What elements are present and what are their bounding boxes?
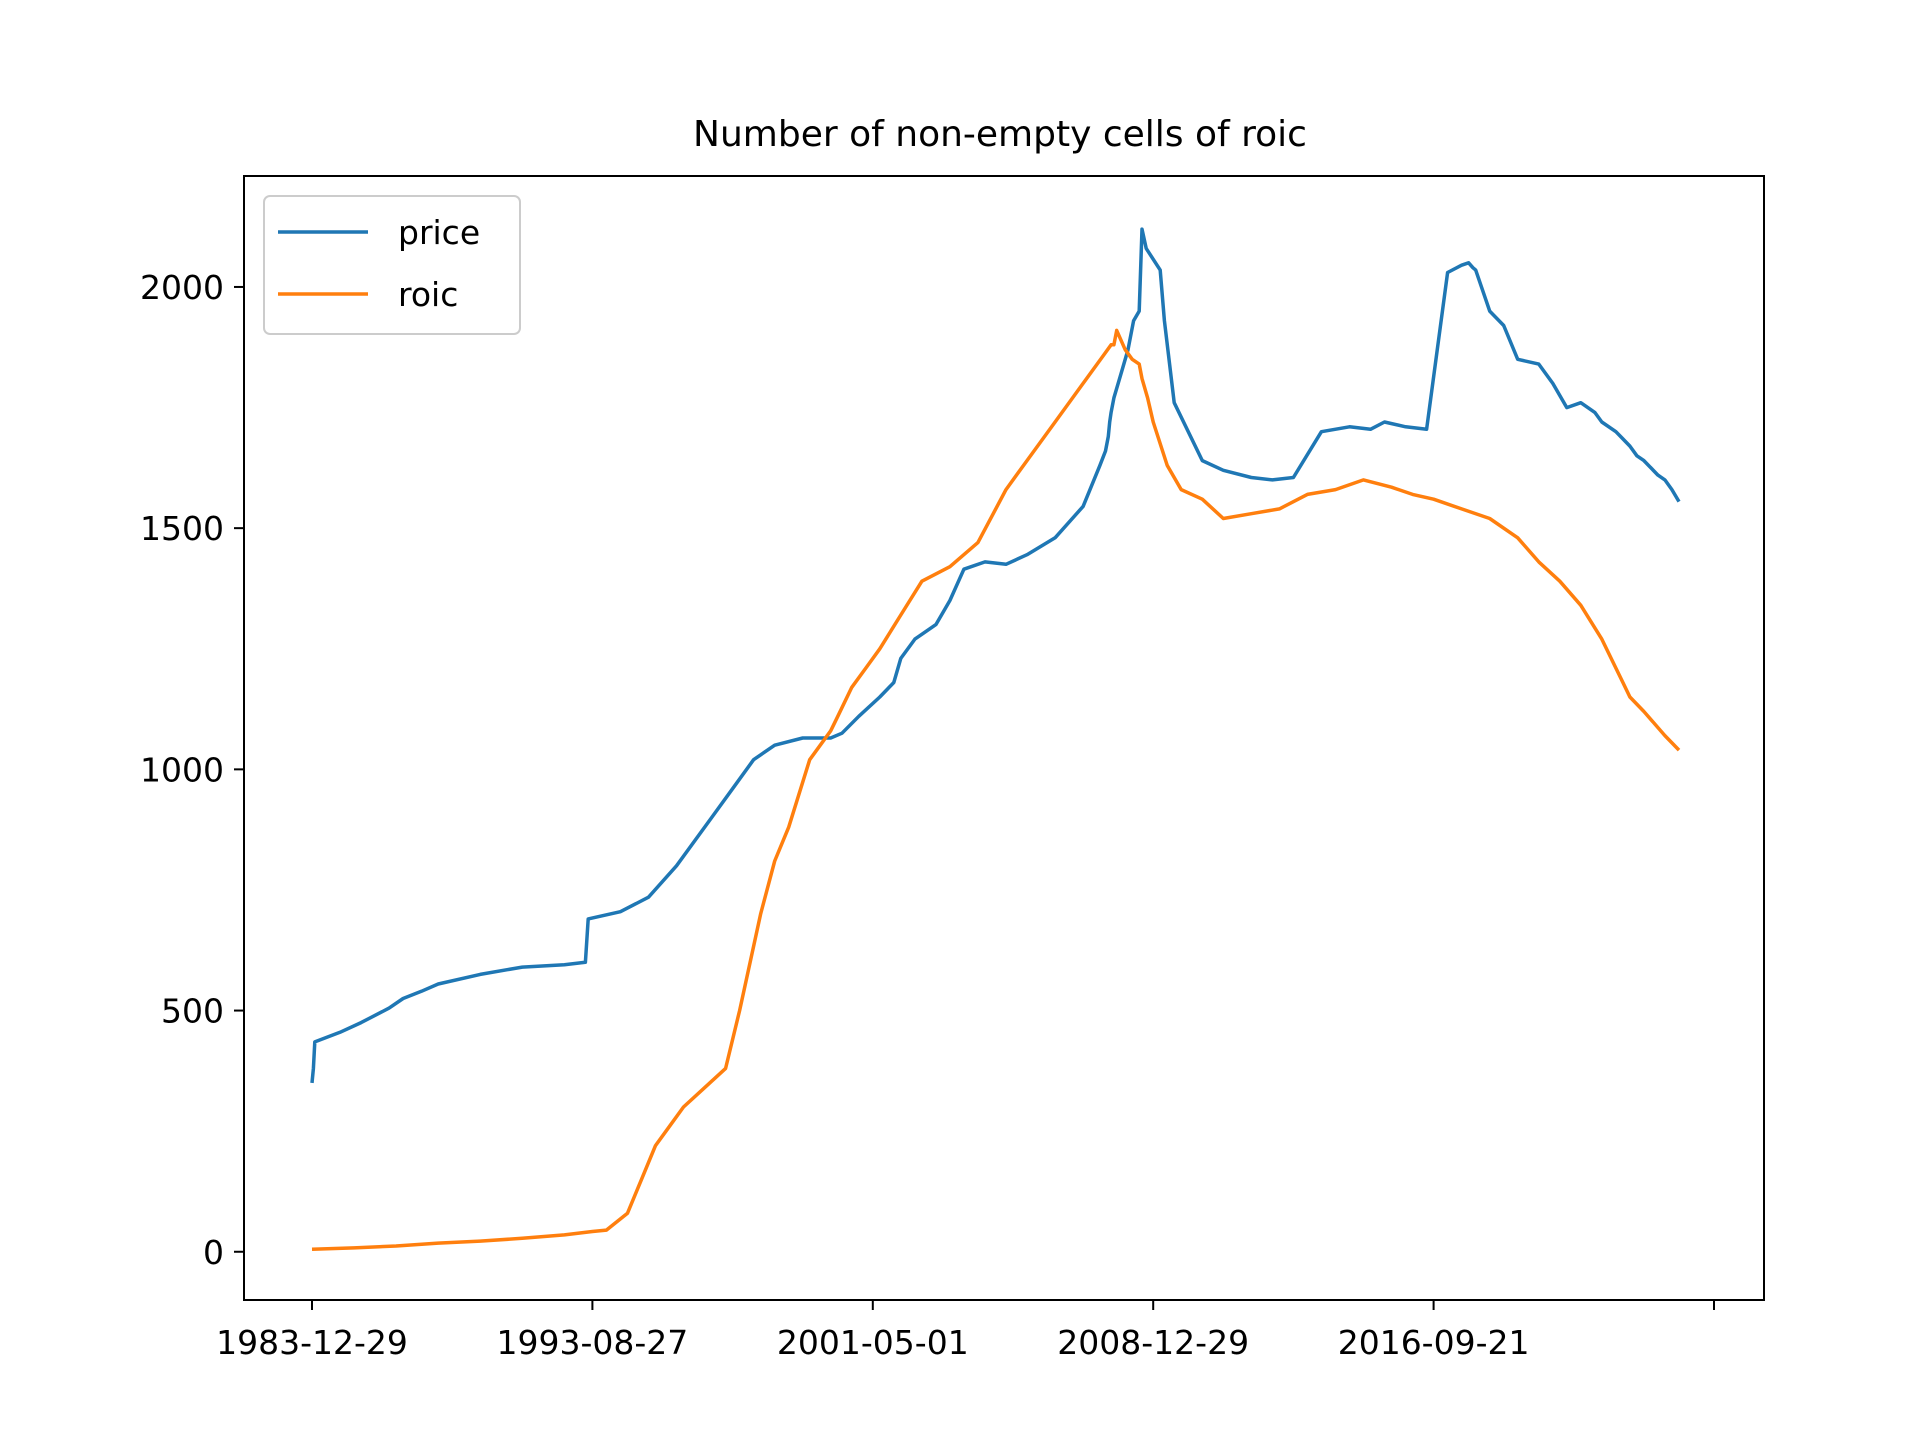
x-tick-label: 1993-08-27 xyxy=(497,1323,689,1362)
legend-label-roic: roic xyxy=(398,275,458,314)
y-tick-label: 1500 xyxy=(140,509,224,548)
x-tick-label: 2016-09-21 xyxy=(1338,1323,1530,1362)
x-tick-label: 1983-12-29 xyxy=(216,1323,408,1362)
plot-area xyxy=(243,175,1765,1301)
x-axis: 1983-12-29 1993-08-27 2001-05-01 2008-12-29… xyxy=(216,1300,1715,1362)
x-tick-label: 2001-05-01 xyxy=(777,1323,969,1362)
y-tick-label: 500 xyxy=(161,992,224,1031)
legend: price roic xyxy=(263,195,521,335)
y-axis: 0 500 1000 1500 2000 xyxy=(140,268,244,1272)
y-tick-label: 0 xyxy=(203,1233,224,1272)
legend-box xyxy=(263,195,521,335)
chart-title: Number of non-empty cells of roic xyxy=(693,114,1307,155)
y-tick-label: 2000 xyxy=(140,268,224,307)
series-lines xyxy=(310,227,1681,1252)
axes-frame xyxy=(243,175,1765,1301)
x-tick-label: 2008-12-29 xyxy=(1057,1323,1249,1362)
legend-label-price: price xyxy=(398,213,480,252)
series-line-price xyxy=(310,227,1681,1084)
y-tick-label: 1000 xyxy=(140,750,224,789)
series-line-roic xyxy=(311,328,1681,1252)
